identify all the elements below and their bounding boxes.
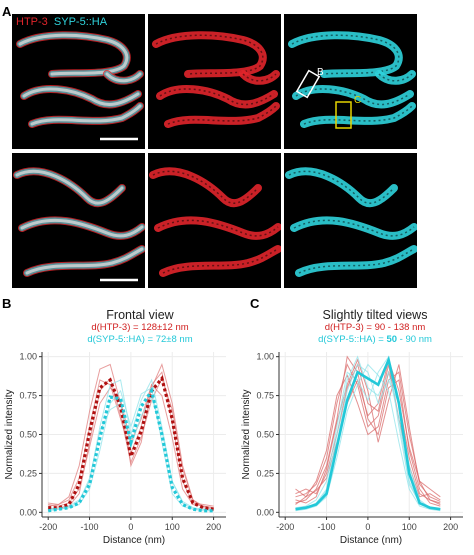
legend-syp5: SYP-5::HA bbox=[53, 16, 108, 28]
roi-box-c bbox=[335, 101, 352, 129]
strand-syp5 bbox=[285, 167, 398, 208]
strand-overlap bbox=[20, 218, 144, 238]
panel-label-b: B bbox=[2, 296, 12, 311]
strand-htp3 bbox=[149, 167, 262, 208]
strand-group bbox=[285, 167, 417, 277]
strand-syp5 bbox=[375, 70, 416, 85]
x-tick-label: 0 bbox=[365, 522, 370, 532]
chart-b-subtitle-syp5: d(SYP-5::HA) = 72±8 nm bbox=[87, 334, 193, 345]
x-tick-label: -200 bbox=[276, 522, 294, 532]
y-tick-label: 0.50 bbox=[19, 430, 37, 440]
micrograph-syp5-bottom bbox=[284, 153, 417, 288]
strand-syp5 bbox=[300, 102, 416, 128]
strand-group bbox=[288, 31, 416, 128]
strand-texture bbox=[159, 88, 275, 106]
panel-label-c: C bbox=[250, 296, 260, 311]
y-tick-label: 0.75 bbox=[256, 391, 274, 401]
x-tick-label: 100 bbox=[165, 522, 180, 532]
x-tick-label: 0 bbox=[128, 522, 133, 532]
micrograph-merge-bottom bbox=[12, 153, 145, 288]
strand-texture bbox=[298, 248, 415, 274]
strand-texture bbox=[293, 219, 415, 237]
y-tick-label: 1.00 bbox=[19, 352, 37, 362]
y-axis-label: Normalized intensity bbox=[4, 389, 15, 479]
strand-syp5 bbox=[290, 216, 417, 240]
x-axis-label: Distance (nm) bbox=[340, 535, 402, 546]
strand-overlap bbox=[18, 33, 129, 76]
strand-htp3 bbox=[164, 102, 280, 128]
trace-line bbox=[48, 362, 214, 509]
strand-overlap bbox=[30, 104, 142, 126]
strand-texture bbox=[167, 105, 277, 125]
chart-c-subtitle-syp5-post: - 90 nm bbox=[397, 334, 432, 345]
strand-texture bbox=[162, 248, 279, 274]
y-axis-label: Normalized intensity bbox=[241, 389, 252, 479]
y-tick-label: 0.25 bbox=[19, 468, 37, 478]
strand-texture bbox=[291, 34, 400, 75]
y-tick-label: 1.00 bbox=[256, 352, 274, 362]
strand-texture bbox=[155, 34, 264, 75]
micrograph-htp3-bottom bbox=[148, 153, 281, 288]
trace-line bbox=[295, 363, 441, 505]
panel-label-a: A bbox=[2, 4, 12, 19]
roi-c-label: C bbox=[354, 95, 362, 106]
strand-overlap bbox=[15, 169, 124, 205]
strand-group bbox=[149, 167, 281, 277]
x-tick-label: -200 bbox=[39, 522, 57, 532]
x-tick-label: 200 bbox=[206, 522, 221, 532]
strand-overlap bbox=[105, 72, 142, 83]
strand-syp5 bbox=[14, 168, 125, 207]
chart-c-subtitle-htp3: d(HTP-3) = 90 - 138 nm bbox=[324, 322, 426, 333]
strand-texture bbox=[288, 170, 395, 204]
chart-c-subtitle-syp5-pre: d(SYP-5::HA) = bbox=[318, 334, 387, 345]
channel-legend: HTP-3 SYP-5::HA bbox=[16, 16, 107, 28]
strand-syp5 bbox=[288, 31, 403, 78]
chart-c-subtitle-syp5-bold: 50 bbox=[386, 334, 398, 345]
strand-texture bbox=[295, 88, 411, 106]
chart-c-subtitle-syp5: d(SYP-5::HA) = 50 - 90 nm bbox=[275, 334, 474, 345]
trace-line bbox=[295, 363, 441, 512]
legend-htp3: HTP-3 bbox=[16, 16, 48, 28]
chart-b-title: Frontal view bbox=[106, 308, 174, 322]
x-tick-label: 100 bbox=[402, 522, 417, 532]
strand-group bbox=[152, 31, 280, 128]
strand-htp3 bbox=[159, 245, 281, 277]
micrograph-syp5-top bbox=[284, 14, 417, 149]
y-tick-label: 0.00 bbox=[256, 507, 274, 517]
strand-group bbox=[13, 167, 145, 277]
trace-line bbox=[295, 355, 441, 507]
trace-line bbox=[48, 377, 214, 510]
chart-c-title: Slightly tilted views bbox=[322, 308, 428, 322]
strand-overlap bbox=[22, 87, 140, 106]
series-line bbox=[47, 386, 214, 513]
trace-line bbox=[295, 357, 441, 498]
y-tick-label: 0.50 bbox=[256, 430, 274, 440]
strand-group bbox=[16, 31, 144, 128]
x-tick-label: -100 bbox=[318, 522, 336, 532]
chart-c-tilted-views: 0.00 0.25 0.50 0.75 1.00 -200 -100 0 100 200 Dista… bbox=[241, 352, 463, 546]
strand-htp3 bbox=[152, 31, 267, 78]
series-line bbox=[48, 375, 214, 511]
strand-texture bbox=[157, 219, 279, 237]
y-tick-label: 0.00 bbox=[19, 507, 37, 517]
roi-b-label: B bbox=[317, 67, 324, 78]
chart-b-subtitle-htp3: d(HTP-3) = 128±12 nm bbox=[91, 322, 189, 333]
strand-texture bbox=[303, 105, 413, 125]
y-tick-label: 0.25 bbox=[256, 468, 274, 478]
y-tick-label: 0.75 bbox=[19, 391, 37, 401]
strand-htp3 bbox=[239, 70, 280, 85]
chart-b-frontal-view: 0.00 0.25 0.50 0.75 1.00 -200 -100 0 100 200 Dista… bbox=[4, 352, 226, 546]
roi-box-b bbox=[295, 69, 321, 99]
strand-htp3 bbox=[154, 216, 281, 240]
series-line bbox=[295, 355, 441, 511]
x-tick-label: 200 bbox=[443, 522, 458, 532]
x-axis-label: Distance (nm) bbox=[103, 535, 165, 546]
strand-texture bbox=[152, 170, 259, 204]
x-tick-label: -100 bbox=[81, 522, 99, 532]
strand-syp5 bbox=[295, 245, 417, 277]
micrograph-htp3-top bbox=[148, 14, 281, 149]
micrograph-merge-top bbox=[12, 14, 145, 149]
strand-overlap bbox=[25, 247, 144, 275]
trace-line bbox=[295, 358, 441, 504]
